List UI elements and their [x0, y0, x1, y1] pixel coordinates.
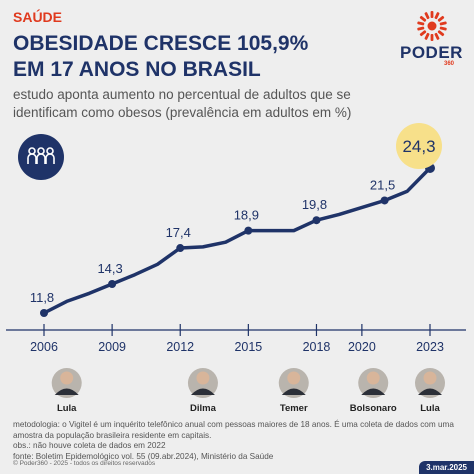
data-point — [244, 226, 253, 235]
data-point — [176, 244, 185, 253]
chart-subtitle: estudo aponta aumento no percentual de a… — [13, 87, 352, 120]
data-label: 21,5 — [370, 177, 395, 192]
sun-logo-icon — [417, 11, 447, 41]
x-tick-label: 2023 — [416, 340, 444, 354]
logo-ray — [437, 30, 445, 37]
president-name: Bolsonaro — [350, 403, 397, 414]
footer-notes: metodologia: o Vigitel é um inquérito te… — [13, 420, 463, 462]
poder360-logo: PODER 360 — [400, 10, 464, 67]
logo-ray — [430, 34, 434, 41]
president-name: Lula — [57, 403, 77, 414]
series-line — [42, 166, 432, 315]
logo-ray — [424, 12, 430, 20]
data-point — [312, 216, 321, 225]
logo-ray — [419, 15, 427, 22]
president-name: Dilma — [190, 403, 217, 414]
president-avatar — [415, 368, 445, 398]
president-avatar — [358, 368, 389, 398]
data-point — [380, 196, 389, 205]
chart-title: OBESIDADE CRESCE 105,9% EM 17 ANOS NO BR… — [13, 32, 309, 81]
methodology-note: metodologia: o Vigitel é um inquérito te… — [13, 420, 454, 440]
data-label: 14,3 — [97, 261, 122, 276]
logo-ray — [419, 30, 427, 37]
data-label: 17,4 — [166, 225, 191, 240]
president-name: Lula — [420, 403, 440, 414]
data-point — [40, 309, 48, 317]
date-badge: 3.mar.2025 — [419, 461, 474, 474]
president-avatar — [187, 368, 218, 398]
president-name: Temer — [280, 403, 308, 414]
logo-ray — [424, 32, 430, 40]
x-tick-label: 2020 — [348, 340, 376, 354]
logo-ray — [439, 21, 447, 26]
president-avatar — [278, 368, 309, 398]
x-tick-label: 2006 — [30, 340, 58, 354]
logo-ray — [437, 15, 445, 22]
logo-ray — [439, 26, 447, 31]
data-label: 18,9 — [234, 208, 259, 223]
logo-ray — [430, 11, 434, 18]
x-tick-label: 2018 — [303, 340, 331, 354]
x-tick-label: 2015 — [234, 340, 262, 354]
logo-ray — [434, 32, 440, 40]
logo-ray — [434, 12, 440, 20]
category-label: SAÚDE — [13, 9, 63, 25]
brand-sub: 360 — [444, 61, 455, 67]
data-point — [108, 280, 117, 288]
data-label: 11,8 — [30, 290, 54, 305]
brand-name: PODER — [400, 43, 463, 62]
x-tick-label: 2012 — [166, 340, 194, 354]
highlight-bubble — [396, 123, 442, 169]
x-tick-label: 2009 — [98, 340, 126, 354]
data-label: 24,3 — [402, 137, 435, 156]
obs-note: obs.: não houve coleta de dados em 2022 — [13, 441, 166, 450]
source-note: fonte: Boletim Epidemológico vol. 55 (09… — [13, 451, 274, 461]
president-avatar — [51, 368, 82, 398]
logo-ray — [417, 26, 425, 31]
people-group-icon — [18, 134, 64, 180]
copyright: © Poder360 - 2025 - todos os direitos re… — [13, 460, 156, 467]
data-label: 19,8 — [302, 197, 327, 212]
logo-ray — [417, 21, 425, 26]
